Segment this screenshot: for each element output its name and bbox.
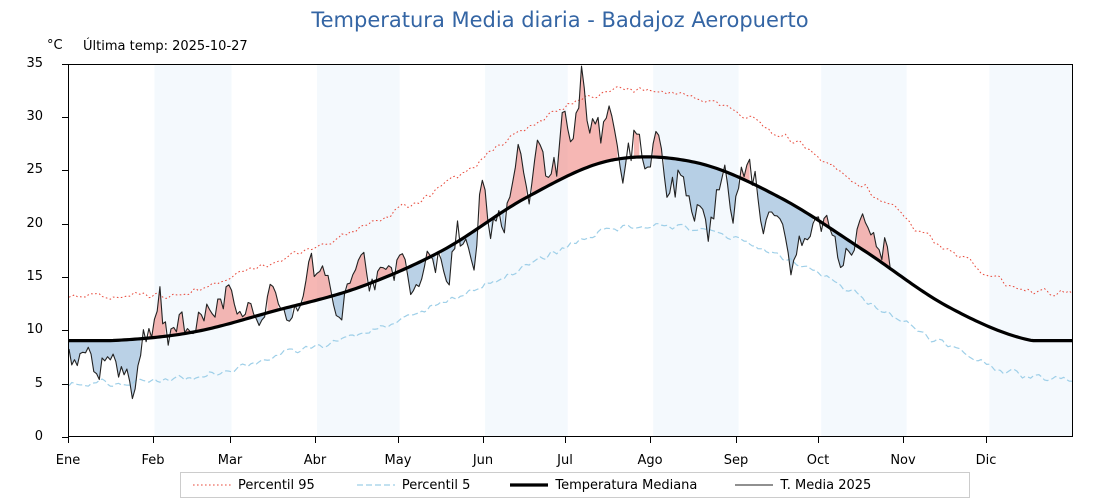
last-temp-label: Última temp: 2025-10-27: [83, 39, 248, 54]
legend-swatch-thick: [510, 483, 549, 487]
x-tickmark: [230, 437, 231, 443]
x-tick-nov: Nov: [890, 453, 916, 468]
x-tickmark: [903, 437, 904, 443]
x-tickmark: [818, 437, 819, 443]
legend-label: Percentil 5: [401, 477, 471, 493]
legend-item-t-media-2025[interactable]: T. Media 2025: [735, 473, 889, 497]
page-title: Temperatura Media diaria - Badajoz Aerop…: [311, 8, 809, 32]
x-tickmark: [736, 437, 737, 443]
y-tickmark: [62, 437, 68, 438]
y-tickmark: [62, 224, 68, 225]
x-tick-mar: Mar: [217, 453, 243, 468]
y-tick-25: 25: [26, 162, 43, 177]
y-tickmark: [62, 117, 68, 118]
y-tick-30: 30: [26, 109, 43, 124]
x-tick-may: May: [384, 453, 412, 468]
legend-swatch-thin: [735, 484, 774, 486]
legend-item-temperatura-mediana[interactable]: Temperatura Mediana: [510, 473, 715, 497]
y-tickmark: [62, 277, 68, 278]
y-tick-10: 10: [26, 322, 43, 337]
x-tick-ene: Ene: [55, 453, 81, 468]
y-tick-20: 20: [26, 216, 43, 231]
x-tick-sep: Sep: [723, 453, 749, 468]
x-tickmark: [483, 437, 484, 443]
x-tick-jun: Jun: [472, 453, 494, 468]
legend-item-percentil-95[interactable]: Percentil 95: [193, 473, 333, 497]
x-tick-feb: Feb: [141, 453, 165, 468]
x-tick-ago: Ago: [637, 453, 663, 468]
x-tick-oct: Oct: [806, 453, 830, 468]
legend-swatch-dashed: [356, 484, 395, 486]
x-tickmark: [398, 437, 399, 443]
x-tick-jul: Jul: [557, 453, 573, 468]
y-tick-5: 5: [34, 376, 43, 391]
x-tick-abr: Abr: [303, 453, 327, 468]
x-tickmark: [986, 437, 987, 443]
y-tickmark: [62, 170, 68, 171]
legend-item-percentil-5[interactable]: Percentil 5: [356, 473, 489, 497]
legend-label: Percentil 95: [238, 477, 315, 493]
legend-label: Temperatura Mediana: [555, 477, 698, 493]
y-tick-35: 35: [26, 56, 43, 71]
y-tickmark: [62, 64, 68, 65]
legend-label: T. Media 2025: [780, 477, 872, 493]
y-tick-15: 15: [26, 269, 43, 284]
y-tick-0: 0: [34, 429, 43, 444]
x-tickmark: [153, 437, 154, 443]
x-tick-dic: Dic: [975, 453, 997, 468]
y-axis-unit-label: °C: [47, 38, 63, 53]
x-tickmark: [315, 437, 316, 443]
x-tickmark: [565, 437, 566, 443]
chart-svg: [69, 65, 1072, 436]
y-tickmark: [62, 384, 68, 385]
chart-legend: Percentil 95 Percentil 5 Temperatura Med…: [180, 472, 970, 498]
plot-area: [68, 64, 1073, 437]
x-tickmark: [650, 437, 651, 443]
legend-swatch-dotted: [193, 484, 231, 486]
y-tickmark: [62, 330, 68, 331]
x-tickmark: [68, 437, 69, 443]
